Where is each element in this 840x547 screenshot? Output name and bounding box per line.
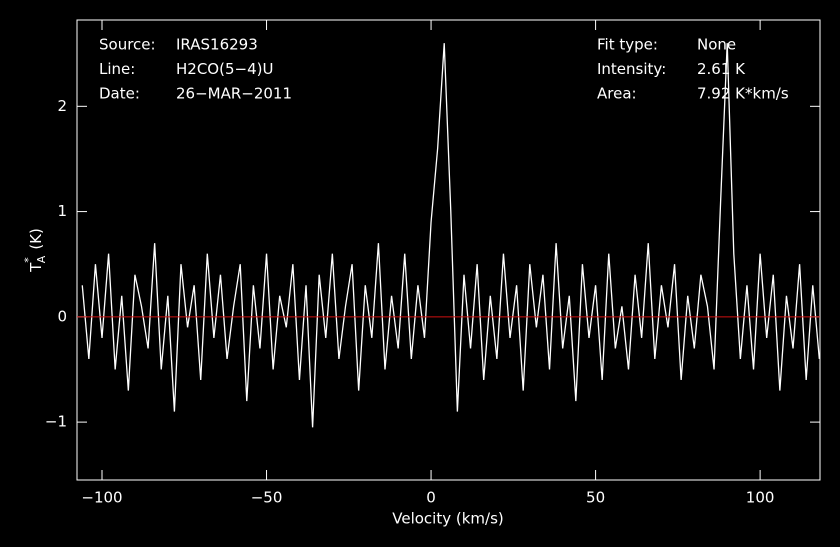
- y-label-sub: A: [35, 255, 48, 263]
- info-label: Line:: [99, 60, 135, 78]
- x-tick-label: 50: [586, 489, 605, 507]
- y-tick-label: 0: [57, 307, 67, 325]
- x-tick-label: 0: [426, 489, 436, 507]
- info-value: H2CO(5−4)U: [176, 60, 273, 78]
- info-value: 26−MAR−2011: [176, 85, 292, 103]
- info-value: 7.92 K*km/s: [697, 85, 789, 103]
- y-axis-label: T*A (K): [22, 228, 48, 273]
- y-tick-label: 2: [57, 97, 67, 115]
- info-value: IRAS16293: [176, 36, 258, 54]
- info-label: Source:: [99, 36, 156, 54]
- plot-frame: [76, 19, 821, 481]
- y-label-sup: *: [22, 257, 35, 263]
- info-label: Intensity:: [597, 60, 666, 78]
- x-axis-label: Velocity (km/s): [392, 510, 503, 528]
- x-tick-label: −50: [251, 489, 283, 507]
- x-tick-label: −100: [81, 489, 122, 507]
- y-tick-label: 1: [57, 202, 67, 220]
- info-value: 2.61 K: [697, 60, 746, 78]
- info-label: Area:: [597, 85, 637, 103]
- info-value: None: [697, 36, 736, 54]
- y-tick-label: −1: [45, 413, 67, 431]
- info-label: Fit type:: [597, 36, 658, 54]
- info-label: Date:: [99, 85, 140, 103]
- y-label-symbol: T: [27, 262, 45, 273]
- x-tick-label: 100: [746, 489, 775, 507]
- y-label-unit: (K): [27, 228, 45, 250]
- spectrum-line: [81, 43, 820, 428]
